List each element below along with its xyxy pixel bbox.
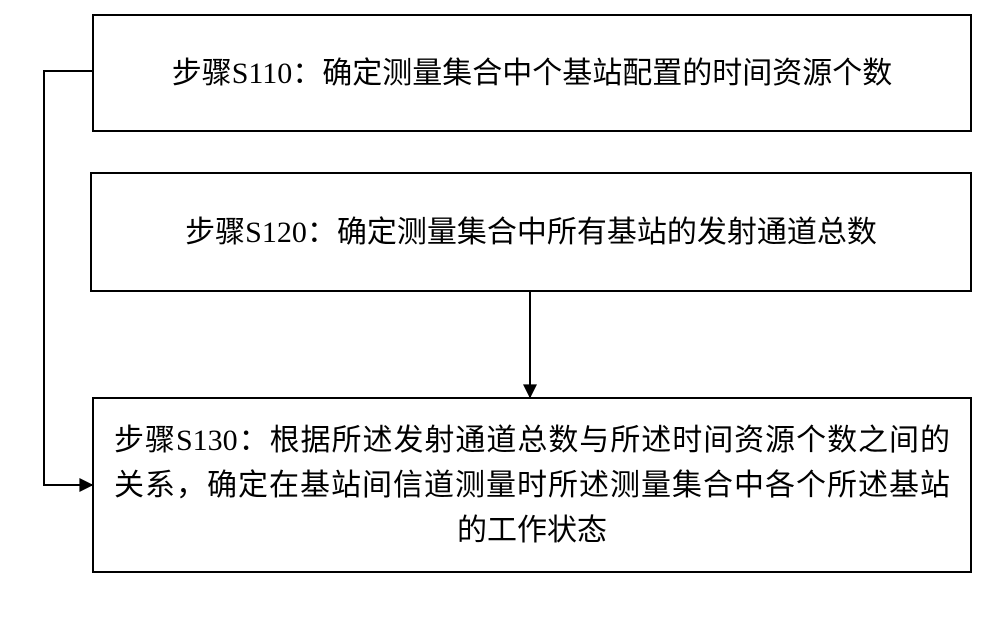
flow-node-s120-label: 步骤S120：确定测量集合中所有基站的发射通道总数 <box>185 210 877 255</box>
flow-node-s120: 步骤S120：确定测量集合中所有基站的发射通道总数 <box>90 172 972 292</box>
flow-node-s110-label: 步骤S110：确定测量集合中个基站配置的时间资源个数 <box>172 51 893 96</box>
edge-s110-s130 <box>44 71 92 485</box>
flow-node-s130: 步骤S130：根据所述发射通道总数与所述时间资源个数之间的关系，确定在基站间信道… <box>92 397 972 573</box>
flow-node-s110: 步骤S110：确定测量集合中个基站配置的时间资源个数 <box>92 14 972 132</box>
flow-node-s130-label: 步骤S130：根据所述发射通道总数与所述时间资源个数之间的关系，确定在基站间信道… <box>114 418 950 553</box>
